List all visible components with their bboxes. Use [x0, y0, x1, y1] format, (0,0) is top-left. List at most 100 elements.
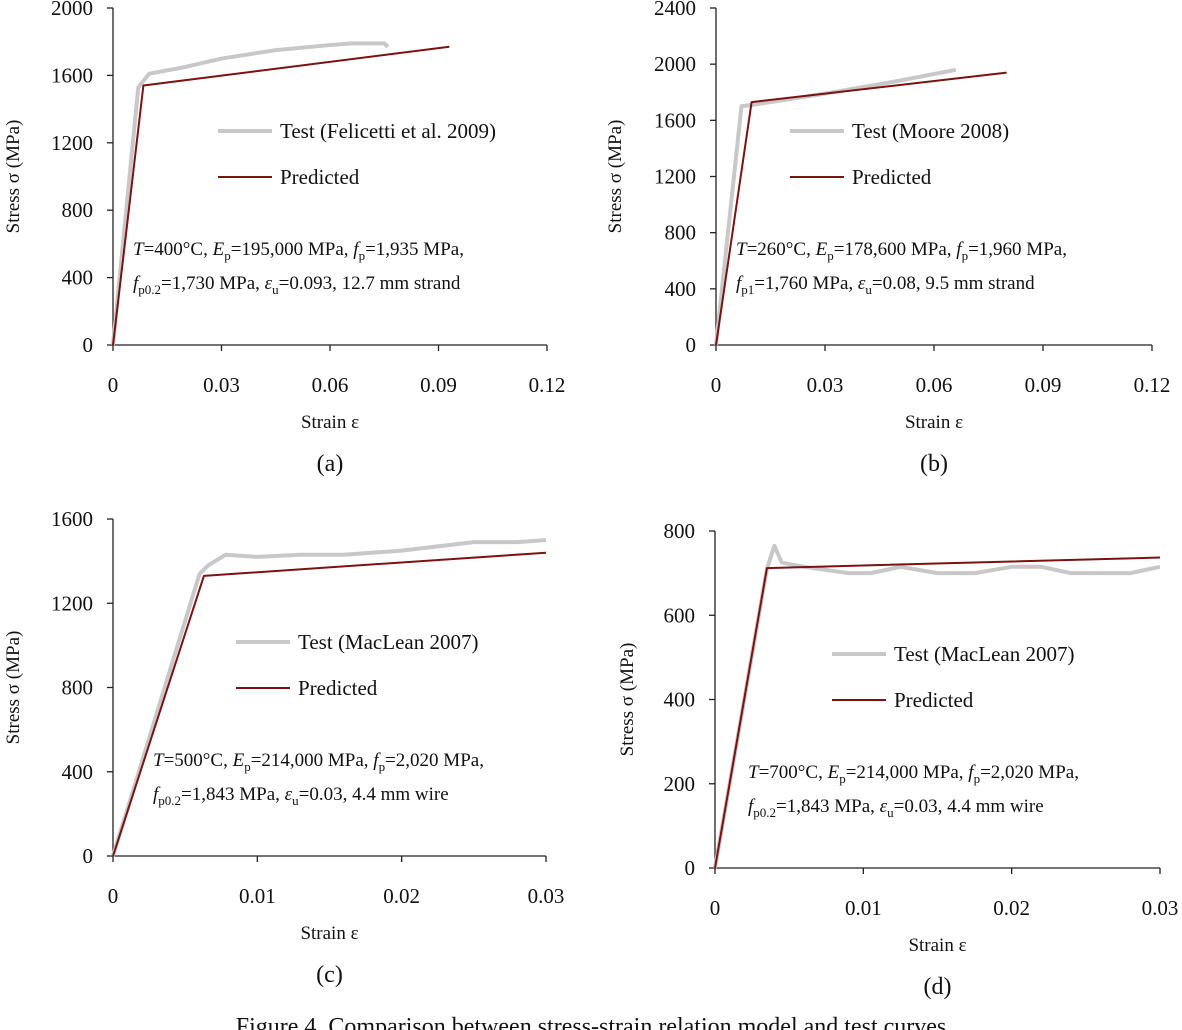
- x-tick-label: 0.03: [203, 373, 240, 397]
- legend-label: Test (MacLean 2007): [894, 642, 1074, 666]
- series-line: [111, 41, 390, 346]
- annotation-part: p0.2: [138, 282, 161, 297]
- annotation-part: =1,760 MPa,: [754, 273, 858, 294]
- panel-label: (a): [317, 451, 344, 477]
- annotation-part: f: [736, 273, 744, 294]
- y-tick-label: 400: [62, 760, 94, 784]
- x-tick-label: 0.02: [993, 896, 1030, 920]
- annotation-part: =0.03, 4.4 mm wire: [299, 784, 449, 805]
- y-tick-label: 2400: [654, 0, 696, 20]
- annotation: T=700°C, Ep=214,000 MPa, fp=2,020 MPa,: [748, 762, 1079, 786]
- y-tick-label: 0: [83, 844, 94, 868]
- annotation-part: T: [748, 762, 760, 783]
- x-tick-label: 0.01: [239, 884, 276, 908]
- annotation-part: =0.08, 9.5 mm strand: [872, 273, 1035, 294]
- annotation-part: T: [153, 750, 165, 771]
- annotation-part: =195,000 MPa,: [231, 239, 354, 260]
- annotation-part: T: [736, 239, 748, 260]
- annotation-part: =500°C,: [164, 750, 233, 771]
- annotation-part: p: [839, 771, 846, 786]
- series-line: [112, 45, 450, 346]
- annotation-part: f: [133, 273, 141, 294]
- y-tick-label: 1600: [654, 108, 696, 132]
- panel-label: (b): [920, 451, 948, 477]
- legend-label: Test (MacLean 2007): [298, 630, 478, 654]
- panel-label: (c): [316, 962, 343, 988]
- y-axis-title: Stress σ (MPa): [3, 631, 24, 745]
- legend-label: Predicted: [894, 688, 974, 712]
- annotation-part: =1,935 MPa,: [365, 239, 464, 260]
- annotation-part: p: [224, 248, 231, 263]
- annotation-part: =1,730 MPa,: [161, 273, 265, 294]
- figure-caption: Figure 4. Comparison between stress-stra…: [236, 1014, 947, 1030]
- y-axis-title: Stress σ (MPa): [605, 120, 626, 234]
- x-tick-label: 0.09: [1025, 373, 1062, 397]
- annotation-part: f: [956, 239, 964, 260]
- series-line: [112, 551, 547, 857]
- annotation-part: E: [827, 762, 840, 783]
- legend-label: Predicted: [852, 165, 932, 189]
- y-tick-label: 400: [62, 266, 94, 290]
- annotation-part: E: [212, 239, 225, 260]
- annotation-part: f: [748, 796, 756, 817]
- annotation-part: ε: [285, 784, 293, 805]
- y-tick-label: 800: [62, 676, 94, 700]
- annotation: fp0.2=1,843 MPa, εu=0.03, 4.4 mm wire: [748, 796, 1044, 820]
- annotation-part: =2,020 MPa,: [385, 750, 484, 771]
- annotation-part: u: [272, 282, 279, 297]
- annotation-part: f: [373, 750, 381, 771]
- x-tick-label: 0.06: [312, 373, 349, 397]
- y-tick-label: 800: [664, 519, 696, 543]
- y-axis-title: Stress σ (MPa): [617, 643, 638, 757]
- annotation-part: p0.2: [753, 805, 776, 820]
- annotation-part: =178,600 MPa,: [834, 239, 957, 260]
- annotation-part: f: [353, 239, 361, 260]
- x-axis-title: Strain ε: [301, 412, 359, 433]
- annotation-part: p: [962, 248, 969, 263]
- annotation-part: =400°C,: [144, 239, 213, 260]
- y-tick-label: 2000: [654, 52, 696, 76]
- legend-label: Predicted: [280, 165, 360, 189]
- annotation: T=500°C, Ep=214,000 MPa, fp=2,020 MPa,: [153, 750, 484, 774]
- y-tick-label: 800: [665, 221, 697, 245]
- annotation-part: f: [153, 784, 161, 805]
- annotation-part: =1,843 MPa,: [776, 796, 880, 817]
- y-tick-label: 0: [685, 856, 696, 880]
- annotation: T=260°C, Ep=178,600 MPa, fp=1,960 MPa,: [736, 239, 1067, 263]
- series-line: [714, 67, 957, 346]
- x-tick-label: 0: [108, 884, 119, 908]
- annotation-part: ε: [265, 273, 273, 294]
- annotation-part: p: [359, 248, 366, 263]
- y-tick-label: 1200: [654, 165, 696, 189]
- y-tick-label: 1200: [51, 591, 93, 615]
- annotation-part: u: [865, 282, 872, 297]
- x-tick-label: 0: [711, 373, 722, 397]
- legend-label: Predicted: [298, 676, 378, 700]
- annotation-part: =1,843 MPa,: [181, 784, 285, 805]
- x-tick-label: 0: [710, 896, 721, 920]
- annotation: fp0.2=1,730 MPa, εu=0.093, 12.7 mm stran…: [133, 273, 461, 297]
- x-tick-label: 0.12: [529, 373, 566, 397]
- annotation-part: ε: [858, 273, 866, 294]
- y-tick-label: 200: [664, 772, 696, 796]
- annotation-part: =260°C,: [747, 239, 816, 260]
- x-axis-title: Strain ε: [905, 412, 963, 433]
- annotation-part: p: [244, 759, 251, 774]
- y-tick-label: 600: [664, 603, 696, 627]
- series-line: [111, 538, 547, 857]
- x-tick-label: 0: [108, 373, 119, 397]
- legend-label: Test (Felicetti et al. 2009): [280, 119, 496, 143]
- annotation-part: u: [292, 793, 299, 808]
- annotation-part: f: [968, 762, 976, 783]
- series-line: [713, 543, 1161, 869]
- x-tick-label: 0.02: [383, 884, 420, 908]
- y-tick-label: 0: [686, 333, 697, 357]
- panel-label: (d): [924, 974, 952, 1000]
- annotation-part: =1,960 MPa,: [968, 239, 1067, 260]
- y-tick-label: 800: [62, 198, 94, 222]
- y-tick-label: 1600: [51, 63, 93, 87]
- y-tick-label: 2000: [51, 0, 93, 20]
- annotation-part: p1: [741, 282, 754, 297]
